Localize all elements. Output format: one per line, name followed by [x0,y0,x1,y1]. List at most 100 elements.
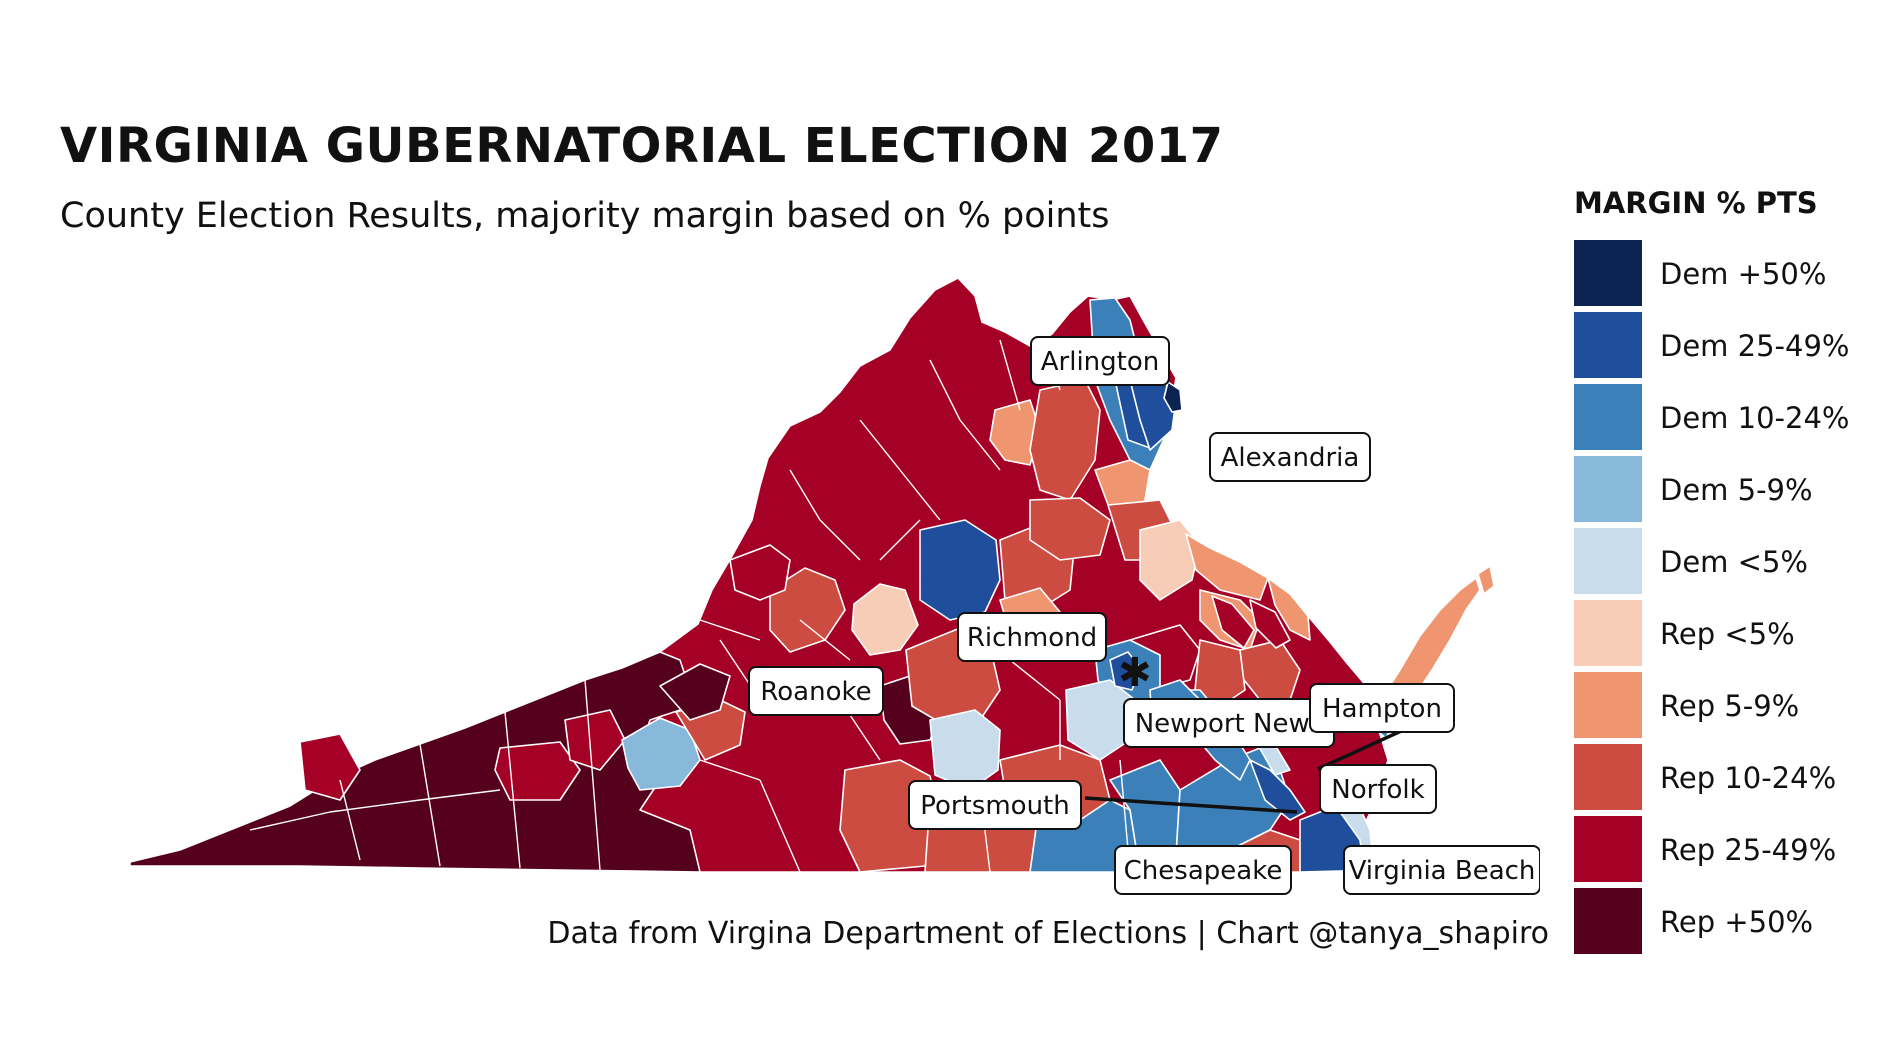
county-region [659,663,731,721]
legend-label: Dem 25-49% [1660,329,1850,363]
county-boundary-line [879,519,921,561]
legend-swatch [1574,527,1642,597]
county-regions [129,277,1495,873]
county-boundary-line [819,519,861,561]
county-region [1267,577,1311,641]
county-boundary-line [759,779,801,873]
legend-label: Rep 5-9% [1660,689,1800,723]
city-label-text: Chesapeake [1124,856,1283,886]
legend-swatch [1574,599,1642,669]
legend-item: Rep 10-24% [1574,742,1874,814]
county-boundary-line [329,799,421,813]
label-leader-lines [1084,725,1411,814]
chart-title: VIRGINIA GUBERNATORIAL ELECTION 2017 [60,118,1224,174]
city-label: Newport News [1123,698,1335,748]
county-region [929,709,1001,791]
county-region [1249,599,1291,649]
county-region [1163,381,1183,413]
county-boundary-line [959,419,1001,471]
city-label: Richmond [957,612,1107,662]
city-label: Virginia Beach [1343,845,1540,895]
county-region [1185,533,1269,601]
county-boundary-line [419,789,501,801]
legend-label: Rep 25-49% [1660,833,1837,867]
legend-swatch [1574,887,1642,957]
legend-label: Dem +50% [1660,257,1827,291]
legend-label: Dem 5-9% [1660,473,1813,507]
county-region [1477,565,1495,595]
legend: MARGIN % PTS Dem +50% Dem 25-49% Dem 10-24… [1574,186,1874,958]
county-boundary-line [699,759,761,781]
legend-item: Dem 25-49% [1574,310,1874,382]
county-region [919,519,1001,621]
city-label-text: Newport News [1135,709,1324,739]
county-boundary-line [789,469,821,521]
county-boundary-line [584,679,601,871]
city-label-text: Alexandria [1221,443,1360,473]
county-boundary-line [339,779,361,861]
county-region [1249,759,1306,821]
city-label-box [957,612,1107,662]
city-label-text: Roanoke [760,677,871,707]
county-region [564,709,626,771]
legend-item: Rep 25-49% [1574,814,1874,886]
city-label-text: Portsmouth [920,791,1069,821]
city-label-text: Richmond [967,623,1097,653]
county-region [989,399,1041,466]
county-region [1109,651,1141,691]
virginia-county-map: ✱ Arlington Alexandria Richmond Roanoke Newp… [129,277,1540,895]
county-boundary-line [859,419,901,471]
county-boundary-line [899,469,941,521]
city-label-text: Arlington [1041,347,1160,377]
city-label: Alexandria [1209,432,1371,482]
city-label-text: Virginia Beach [1349,856,1536,886]
county-boundaries [249,329,1131,873]
city-label-box [1114,845,1292,895]
legend-label: Rep 10-24% [1660,761,1837,795]
legend-label: Rep +50% [1660,905,1814,939]
county-boundary-line [999,339,1021,411]
legend-label: Dem <5% [1660,545,1808,579]
county-boundary-line [504,711,521,869]
legend-swatch [1574,743,1642,813]
legend-label: Dem 10-24% [1660,401,1850,435]
county-region [299,733,361,801]
county-boundary-line [419,743,441,867]
city-label-text: Norfolk [1331,775,1424,805]
county-region [1211,595,1255,649]
legend-label: Rep <5% [1660,617,1795,651]
city-label-box [1319,764,1437,814]
county-boundary-line [799,619,851,661]
legend-swatch [1574,239,1642,309]
legend-item: Dem 5-9% [1574,454,1874,526]
county-region [1129,624,1201,689]
city-label-box [1309,683,1455,733]
legend-item: Rep 5-9% [1574,670,1874,742]
legend-item: Rep +50% [1574,886,1874,958]
county-region [621,717,701,791]
legend-swatch [1574,383,1642,453]
legend-item: Dem 10-24% [1574,382,1874,454]
legend-item: Rep <5% [1574,598,1874,670]
legend-item: Dem <5% [1574,526,1874,598]
county-region [851,583,919,656]
city-label-box [1030,336,1170,386]
legend-title: MARGIN % PTS [1574,186,1818,220]
county-region [1029,497,1111,561]
legend-item: Dem +50% [1574,238,1874,310]
city-label-box [1209,432,1371,482]
city-label: Arlington [1030,336,1170,386]
legend-swatch [1574,671,1642,741]
county-boundary-line [699,619,761,641]
legend-swatch [1574,815,1642,885]
county-region [494,741,581,801]
city-label-box [748,666,884,716]
city-label-box [908,780,1082,830]
county-region [1139,519,1201,601]
legend-swatch [1574,311,1642,381]
county-region [769,567,846,653]
city-label: Roanoke [748,666,884,716]
city-label-box [1343,845,1540,895]
chart-subtitle: County Election Results, majority margin… [60,196,1110,236]
city-label: Norfolk [1319,764,1437,814]
